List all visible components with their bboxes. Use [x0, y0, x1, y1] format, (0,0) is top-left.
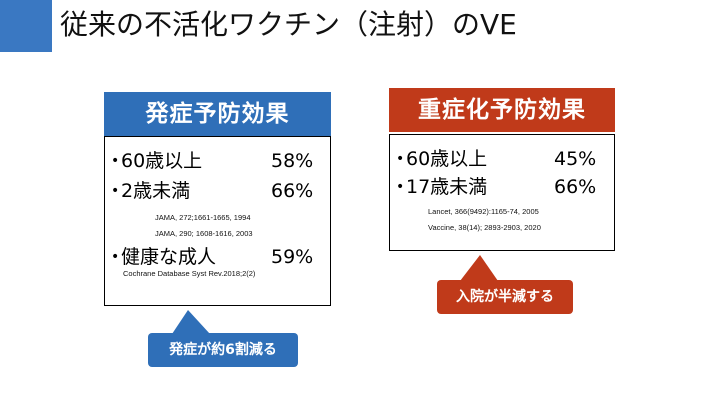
left-panel-box: • 60歳以上 58% • 2歳未満 66% JAMA, 272;1661-16… — [104, 136, 331, 306]
citation: Cochrane Database Syst Rev.2018;2(2) — [123, 269, 256, 278]
row-value: 59% — [271, 246, 314, 268]
left-heading: 発症予防効果 — [104, 92, 331, 136]
bullet: • — [111, 249, 120, 265]
bullet: • — [111, 153, 120, 169]
row-label: 60歳以上 — [406, 148, 488, 170]
right-panel-box: • 60歳以上 45% • 17歳未満 66% Lancet, 366(9492… — [389, 134, 615, 251]
row-value: 45% — [554, 148, 597, 170]
bullet: • — [111, 183, 120, 199]
corner-accent — [0, 0, 52, 52]
row-value: 66% — [554, 176, 597, 198]
bullet: • — [396, 179, 405, 195]
right-callout-tail — [460, 255, 498, 281]
citation: JAMA, 272;1661-1665, 1994 — [155, 213, 251, 222]
row-label: 60歳以上 — [121, 150, 203, 172]
row-value: 58% — [271, 150, 314, 172]
left-callout-tail — [172, 310, 210, 334]
slide-title: 従来の不活化ワクチン（注射）のVE — [60, 8, 517, 41]
bullet: • — [396, 151, 405, 167]
row-label: 健康な成人 — [121, 246, 217, 268]
right-heading: 重症化予防効果 — [389, 88, 615, 132]
citation: JAMA, 290; 1608-1616, 2003 — [155, 229, 253, 238]
row-label: 2歳未満 — [121, 180, 191, 202]
citation: Lancet, 366(9492):1165-74, 2005 — [428, 207, 539, 216]
row-value: 66% — [271, 180, 314, 202]
right-callout: 入院が半減する — [437, 280, 573, 314]
citation: Vaccine, 38(14); 2893-2903, 2020 — [428, 223, 541, 232]
left-callout: 発症が約6割減る — [148, 333, 298, 367]
row-label: 17歳未満 — [406, 176, 488, 198]
